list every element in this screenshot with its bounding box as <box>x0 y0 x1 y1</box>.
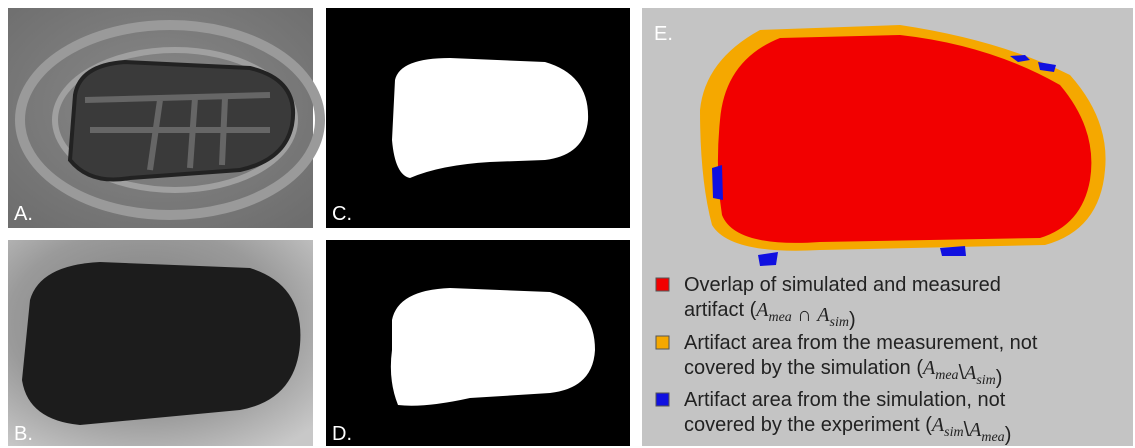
legend-swatch <box>656 278 669 291</box>
legend-swatch <box>656 336 669 349</box>
math-base: A <box>930 414 945 436</box>
panel-c: C. <box>326 8 630 228</box>
panel-label: A. <box>14 203 33 225</box>
panel-label: B. <box>14 423 33 445</box>
math-base: A <box>815 304 830 326</box>
panel-d: D. <box>326 240 630 446</box>
text-run: Artifact area from the simulation, not <box>684 389 1006 411</box>
panel-label: E. <box>654 23 673 45</box>
text-run: Overlap of simulated and measured <box>684 274 1001 296</box>
math-base: A <box>921 357 936 379</box>
math-sub: sim <box>830 315 849 330</box>
math-sub: sim <box>976 373 995 388</box>
text-run: ∩ <box>792 304 818 326</box>
text-run: covered by the experiment ( <box>684 414 932 436</box>
text-run: ) <box>849 309 856 331</box>
text-run: artifact ( <box>684 299 757 321</box>
math-sub: mea <box>768 310 791 325</box>
math-sub: sim <box>944 425 963 440</box>
math-sub: mea <box>935 368 958 383</box>
panel-a: A. <box>8 8 320 228</box>
legend-text: Artifact area from the measurement, not <box>684 332 1038 354</box>
legend-text: Overlap of simulated and measured <box>684 274 1001 296</box>
panel-b: B. <box>8 240 313 446</box>
panel-e: E. <box>642 8 1133 446</box>
panel-label: C. <box>332 203 352 225</box>
legend-text: Artifact area from the simulation, not <box>684 389 1006 411</box>
text-run: Artifact area from the measurement, not <box>684 332 1038 354</box>
legend-swatch <box>656 393 669 406</box>
panel-label: D. <box>332 423 352 445</box>
figure: A. B. C. D. E. Overlap of simulated and … <box>0 0 1135 448</box>
math-base: A <box>967 419 982 441</box>
math-base: A <box>962 362 977 384</box>
text-run: ) <box>1005 424 1012 446</box>
text-run: covered by the simulation ( <box>684 357 923 379</box>
math-base: A <box>754 299 769 321</box>
math-sub: mea <box>981 430 1004 445</box>
text-run: ) <box>996 367 1003 389</box>
